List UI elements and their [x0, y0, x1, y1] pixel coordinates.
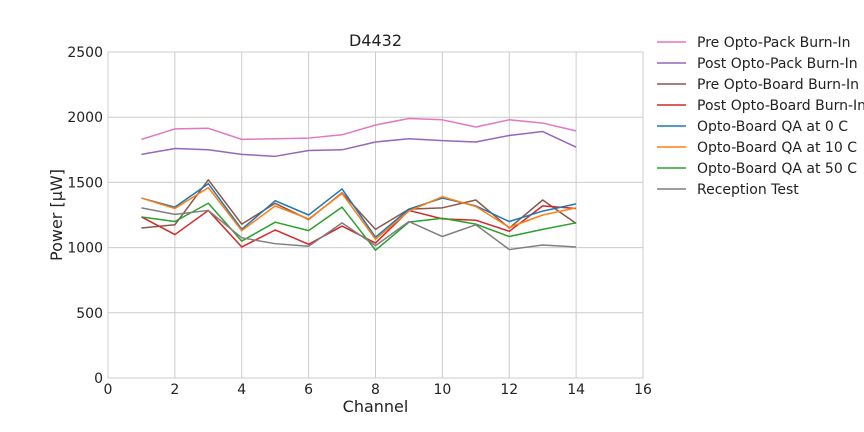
legend-item: Pre Opto-Board Burn-In: [657, 77, 859, 93]
x-tick-label: 16: [634, 382, 652, 398]
series-line-7: [141, 202, 577, 251]
x-tick-label: 6: [304, 382, 313, 398]
x-tick-label: 0: [104, 382, 113, 398]
y-tick-label: 0: [94, 371, 103, 387]
chart-title: D4432: [349, 31, 402, 50]
y-tick-label: 2500: [67, 45, 103, 61]
x-tick-label: 2: [170, 382, 179, 398]
legend-item: Opto-Board QA at 10 C: [657, 140, 857, 156]
legend-item: Opto-Board QA at 0 C: [657, 119, 848, 135]
legend-label: Reception Test: [697, 182, 799, 198]
y-tick-label: 1500: [67, 175, 103, 191]
x-tick-label: 10: [433, 382, 451, 398]
plot-frame: [107, 51, 644, 379]
x-axis-label: Channel: [343, 397, 409, 416]
legend-label: Opto-Board QA at 50 C: [697, 161, 857, 177]
y-tick-label: 500: [76, 306, 103, 322]
series-lines: [141, 117, 577, 251]
y-tick-label: 1000: [67, 241, 103, 257]
legend-item: Reception Test: [657, 182, 799, 198]
x-tick-label: 14: [567, 382, 585, 398]
legend-item: Post Opto-Board Burn-In: [657, 98, 864, 114]
series-line-5: [141, 182, 577, 238]
legend-label: Post Opto-Pack Burn-In: [697, 56, 858, 72]
legend-label: Opto-Board QA at 10 C: [697, 140, 857, 156]
axis-ticks: 0 2 4 6 8 10 12 14 16 0 500 1000 1500 2000 2500: [67, 45, 652, 398]
x-tick-label: 4: [237, 382, 246, 398]
legend-item: Opto-Board QA at 50 C: [657, 161, 857, 177]
legend-item: Post Opto-Pack Burn-In: [657, 56, 858, 72]
y-axis-label: Power [μW]: [47, 169, 66, 261]
series-line-6: [141, 186, 577, 240]
y-tick-label: 2000: [67, 110, 103, 126]
legend-label: Post Opto-Board Burn-In: [697, 98, 864, 114]
legend-label: Opto-Board QA at 0 C: [697, 119, 848, 135]
series-line-2: [141, 130, 577, 158]
legend-label: Pre Opto-Pack Burn-In: [697, 35, 851, 51]
legend: Pre Opto-Pack Burn-In Post Opto-Pack Burn…: [657, 35, 864, 198]
legend-item: Pre Opto-Pack Burn-In: [657, 35, 851, 51]
series-line-8: [141, 207, 577, 251]
legend-label: Pre Opto-Board Burn-In: [697, 77, 859, 93]
x-tick-label: 8: [371, 382, 380, 398]
series-line-1: [141, 117, 577, 141]
x-tick-label: 12: [500, 382, 518, 398]
